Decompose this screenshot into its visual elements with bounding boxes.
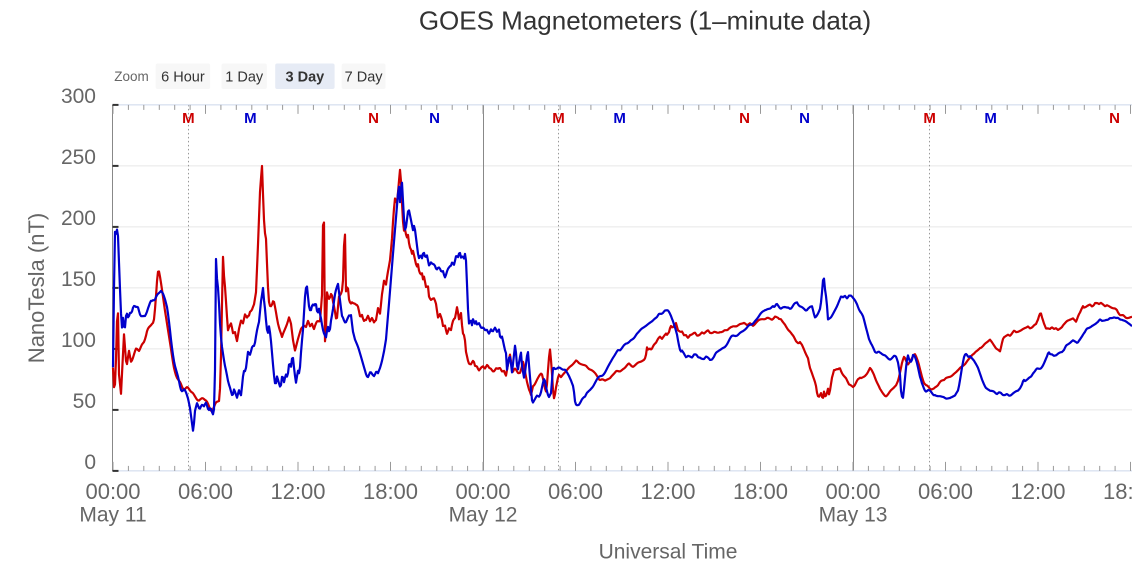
svg-text:00:00: 00:00 bbox=[455, 479, 510, 504]
svg-text:M: M bbox=[613, 110, 626, 127]
svg-text:12:00: 12:00 bbox=[640, 479, 695, 504]
svg-text:200: 200 bbox=[61, 207, 96, 230]
svg-text:300: 300 bbox=[61, 85, 96, 108]
svg-text:NanoTesla (nT): NanoTesla (nT) bbox=[24, 213, 49, 363]
svg-text:00:00: 00:00 bbox=[85, 479, 140, 504]
svg-text:18:00: 18:00 bbox=[363, 479, 418, 504]
svg-text:3 Day: 3 Day bbox=[286, 70, 325, 86]
svg-text:May 13: May 13 bbox=[819, 504, 888, 527]
svg-text:0: 0 bbox=[84, 451, 96, 474]
svg-text:N: N bbox=[429, 110, 440, 127]
svg-text:6 Hour: 6 Hour bbox=[161, 70, 205, 86]
svg-text:1 Day: 1 Day bbox=[225, 70, 264, 86]
svg-text:250: 250 bbox=[61, 146, 96, 169]
svg-text:18:00: 18:00 bbox=[1103, 479, 1132, 504]
svg-text:M: M bbox=[244, 110, 257, 127]
svg-text:M: M bbox=[984, 110, 997, 127]
svg-text:May 11: May 11 bbox=[79, 504, 146, 527]
svg-text:M: M bbox=[552, 110, 565, 127]
svg-text:18:00: 18:00 bbox=[733, 479, 788, 504]
svg-text:N: N bbox=[739, 110, 750, 127]
svg-text:GOES Magnetometers (1–minute d: GOES Magnetometers (1–minute data) bbox=[419, 6, 871, 36]
svg-text:12:00: 12:00 bbox=[270, 479, 325, 504]
svg-text:06:00: 06:00 bbox=[918, 479, 973, 504]
svg-text:N: N bbox=[368, 110, 379, 127]
svg-text:Universal Time: Universal Time bbox=[599, 541, 738, 564]
svg-text:50: 50 bbox=[73, 390, 96, 413]
svg-text:M: M bbox=[182, 110, 195, 127]
svg-text:7 Day: 7 Day bbox=[345, 70, 384, 86]
svg-text:12:00: 12:00 bbox=[1010, 479, 1065, 504]
svg-text:N: N bbox=[1109, 110, 1120, 127]
svg-text:00:00: 00:00 bbox=[825, 479, 880, 504]
svg-text:150: 150 bbox=[61, 268, 96, 291]
svg-text:Zoom: Zoom bbox=[114, 69, 149, 84]
svg-text:06:00: 06:00 bbox=[178, 479, 233, 504]
svg-text:May 12: May 12 bbox=[449, 504, 518, 527]
svg-text:M: M bbox=[923, 110, 936, 127]
svg-text:06:00: 06:00 bbox=[548, 479, 603, 504]
svg-text:N: N bbox=[799, 110, 810, 127]
svg-text:100: 100 bbox=[61, 329, 96, 352]
